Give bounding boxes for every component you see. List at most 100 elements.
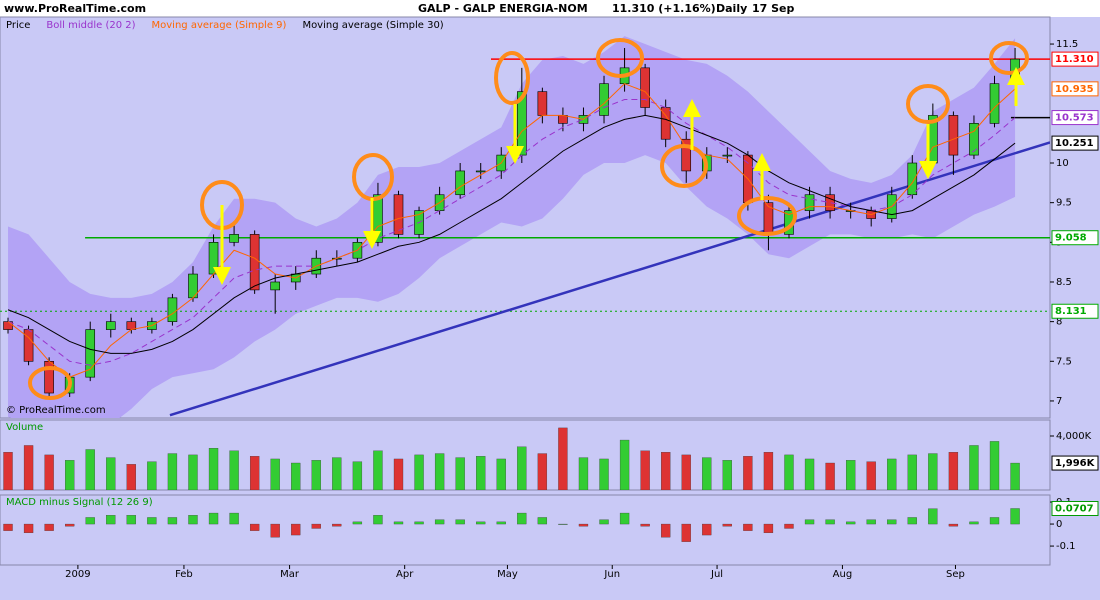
y-tick-label: -0.1 [1056,541,1076,552]
candle-body [907,162,918,196]
bar [1010,508,1020,525]
y-tick-label: 7 [1056,396,1062,407]
last-value-label: 10.573 [1055,113,1094,124]
bar [414,521,424,525]
last-value-box [1051,230,1099,246]
legend-entry: Boll middle (20 2) [46,20,135,31]
x-tick-label: May [497,569,518,580]
y-tick-label: 9.5 [1056,198,1072,209]
bar [270,458,280,490]
bar [763,452,774,490]
bar [578,457,589,490]
candle-body [373,194,383,243]
bar [44,454,54,490]
candle-body [558,115,568,124]
bar [640,450,650,490]
bar [44,523,54,531]
last-value-box [1051,455,1099,471]
circle [660,144,708,188]
bar [352,461,363,490]
y-tick-label: 11.5 [1056,39,1078,50]
x-tick-label: Jul [710,569,723,580]
bar [393,521,404,525]
x-tick-label: Mar [280,569,300,580]
bar [106,515,116,525]
bar [517,446,527,490]
circle [596,38,644,78]
bar [476,521,486,525]
bar [804,458,815,490]
trend-line [169,141,1050,417]
bar [825,519,835,525]
legend-entry: Moving average (Simple 9) [152,20,287,31]
candle-body [23,329,34,362]
x-tick-label: Aug [833,569,853,580]
title: GALP - GALP ENERGIA-NOM [418,2,588,15]
bar [948,452,959,490]
candle-body [475,170,486,173]
bar [599,519,609,525]
last-value-label: 0.0707 [1055,503,1094,514]
candle-body [249,234,260,291]
bar [537,517,548,525]
bar [804,519,815,525]
bar [3,523,13,531]
bar [229,512,239,525]
header-bar [0,0,1100,17]
bar [434,453,445,490]
labels: 9.058 8.131 Price Boll middle (20 2) Moving … [6,20,1099,319]
bar [722,460,732,490]
bar [23,445,34,490]
bar [85,517,95,525]
bar [455,519,465,525]
bar [907,517,917,525]
bar [722,523,732,527]
bar [743,456,753,490]
y-tick-label: 10 [1056,158,1069,169]
circle [28,366,72,400]
bar [393,458,404,490]
bar [578,523,589,527]
bar [681,523,691,542]
bar [414,454,424,490]
candle-body [208,242,219,275]
candle-body [126,321,137,330]
panel-bg [0,494,1051,566]
bar [496,521,506,525]
bar [743,523,753,531]
bar [661,452,671,490]
bar [558,523,568,525]
panel-title: MACD minus Signal (12 26 9) [6,497,153,508]
indicator-line [7,99,1016,366]
site: www.ProRealTime.com [4,2,146,15]
bar [763,523,774,534]
bar [373,450,383,490]
bar [434,519,445,525]
panel: 4,000K Volume 1,996K [0,419,1099,491]
candle-body [229,234,239,243]
legend-entry: Price [6,20,30,31]
last-value-label: 1,996K [1055,458,1096,469]
bar [928,453,938,490]
candle-body [105,321,116,330]
bar [969,445,979,490]
candle-body [393,194,404,235]
bar [969,521,979,525]
circle [906,84,950,124]
bar [65,460,75,490]
bar [619,439,630,490]
candle-body [85,329,96,378]
candle-body [948,115,959,156]
change: 11.310 (+1.16%) [612,2,716,15]
bar [291,523,301,536]
date: 17 Sep [752,2,795,15]
plot [3,427,1020,490]
bar [167,453,178,490]
candle-body [640,67,650,108]
y-tick-label: 7.5 [1056,356,1072,367]
bar [332,523,342,527]
last-value-box [1051,81,1099,97]
last-value-label: 9.058 [1055,233,1087,244]
